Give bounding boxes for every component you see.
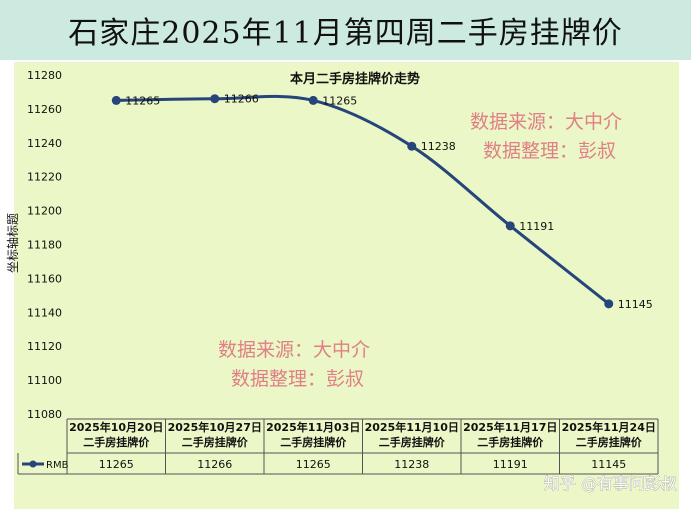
y-axis-title: 坐标轴标题 <box>5 213 20 273</box>
page-title: 石家庄2025年11月第四周二手房挂牌价 <box>68 16 623 51</box>
data-point <box>210 94 220 104</box>
data-label: 11191 <box>519 220 554 233</box>
y-tick-label: 11240 <box>27 137 62 150</box>
table-value-cell: 11265 <box>99 458 134 471</box>
x-category-label: 二手房挂牌价 <box>280 435 347 449</box>
y-tick-label: 11220 <box>27 171 62 184</box>
x-category-label: 2025年10月20日 <box>69 420 163 434</box>
x-category-label: 二手房挂牌价 <box>379 435 446 449</box>
legend-entry: RMB <box>46 460 69 471</box>
y-tick-label: 11120 <box>27 340 62 353</box>
data-point <box>308 95 318 105</box>
x-category-label: 2025年11月24日 <box>562 420 656 434</box>
data-point <box>111 95 121 105</box>
y-tick-label: 11260 <box>27 103 62 116</box>
title-banner: 石家庄2025年11月第四周二手房挂牌价 <box>0 0 691 60</box>
data-point <box>505 221 515 231</box>
x-category-label: 2025年10月27日 <box>168 420 262 434</box>
y-tick-label: 11160 <box>27 272 62 285</box>
y-tick-label: 11200 <box>27 205 62 218</box>
y-tick-label: 11180 <box>27 239 62 252</box>
data-point <box>407 141 417 151</box>
data-label: 11265 <box>125 94 160 107</box>
y-tick-label: 11080 <box>27 408 62 421</box>
y-tick-label: 11280 <box>27 69 62 82</box>
x-category-label: 二手房挂牌价 <box>477 435 544 449</box>
watermark-editor: 数据整理：彭叔 <box>483 140 616 162</box>
data-points <box>111 94 614 309</box>
chart-title: 本月二手房挂牌价走势 <box>290 71 420 87</box>
table-value-cell: 11266 <box>197 458 232 471</box>
data-label: 11238 <box>421 140 456 153</box>
y-tick-label: 11100 <box>27 374 62 387</box>
data-label: 11145 <box>618 298 653 311</box>
table-value-cell: 11145 <box>591 458 626 471</box>
table-value-cell: 11238 <box>394 458 429 471</box>
watermark-source: 数据来源：大中介 <box>470 111 622 133</box>
data-label: 11266 <box>224 93 259 106</box>
x-category-label: 二手房挂牌价 <box>83 435 150 449</box>
x-category-label: 2025年11月17日 <box>463 420 557 434</box>
table-value-cell: 11265 <box>296 458 331 471</box>
x-category-label: 二手房挂牌价 <box>182 435 249 449</box>
watermark-zhihu: 知乎 @有事问彭叔 <box>544 474 677 493</box>
plot-area-background <box>14 62 679 509</box>
watermark-editor: 数据整理：彭叔 <box>231 368 364 390</box>
x-category-label: 二手房挂牌价 <box>576 435 643 449</box>
data-label: 11265 <box>322 94 357 107</box>
y-axis: 11080 11100 11120 11140 11160 11180 11200 11220… <box>27 69 62 421</box>
table-value-cell: 11191 <box>493 458 528 471</box>
data-point <box>604 299 614 309</box>
data-table: 2025年10月20日二手房挂牌价2025年10月27日二手房挂牌价2025年1… <box>17 418 659 475</box>
legend-key-marker <box>29 460 37 468</box>
x-category-label: 2025年11月03日 <box>266 420 360 434</box>
y-tick-label: 11140 <box>27 306 62 319</box>
watermark-source: 数据来源：大中介 <box>218 339 370 361</box>
data-labels: 11265 11266 11265 11238 11191 11145 <box>125 93 653 311</box>
x-category-label: 2025年11月10日 <box>365 420 459 434</box>
